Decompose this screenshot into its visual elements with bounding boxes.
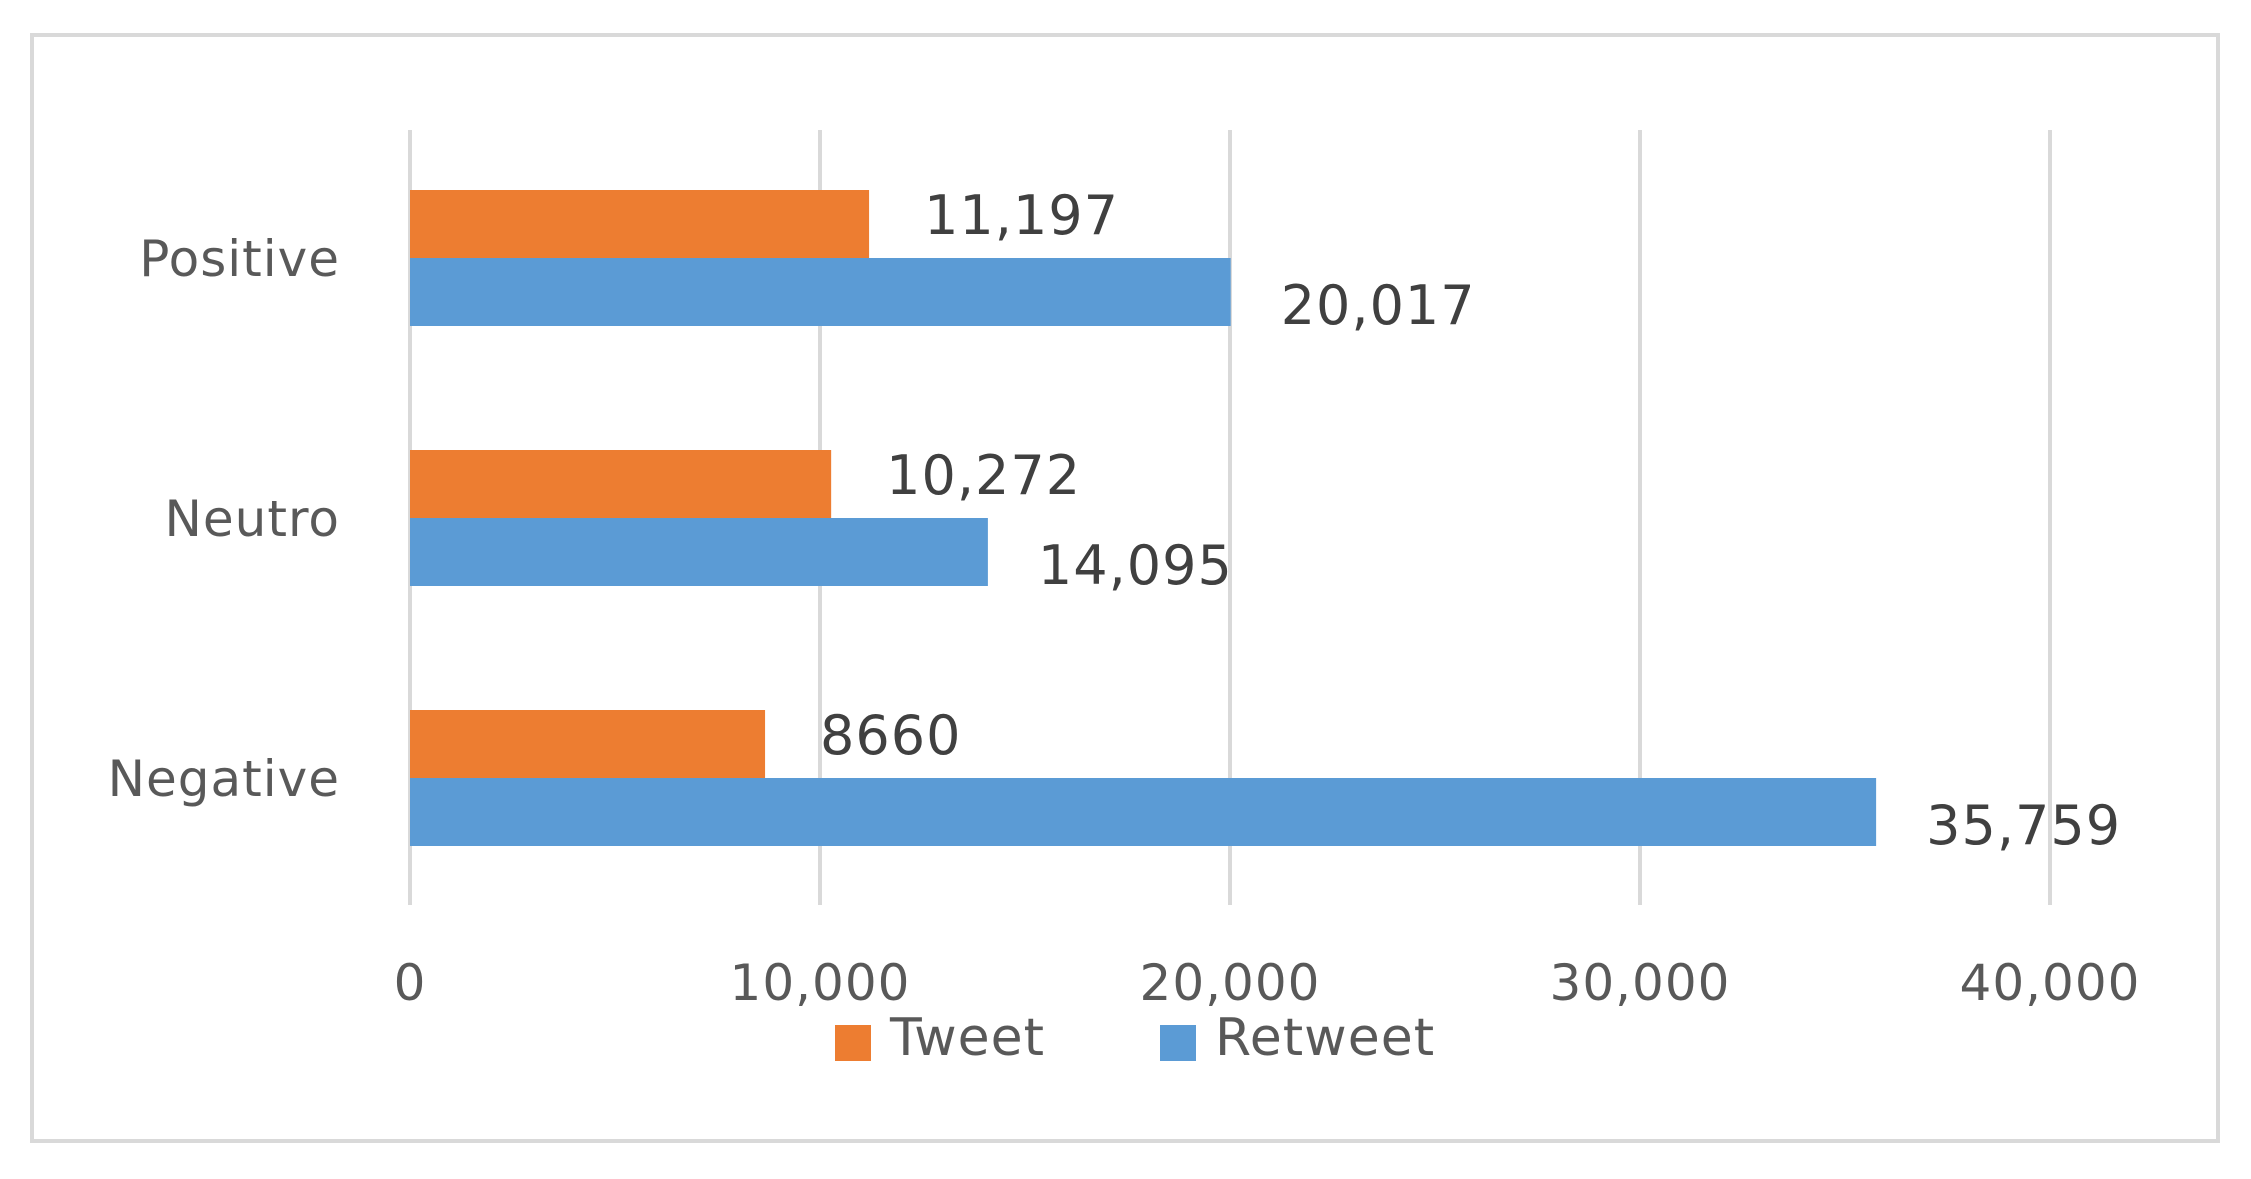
legend-label: Retweet: [1215, 1008, 1435, 1068]
labels: 0 10,000 20,000 30,000 40,000 Positive 11,197 2…: [108, 184, 2141, 1012]
category-label: Neutro: [164, 490, 340, 548]
legend-label: Tweet: [889, 1008, 1045, 1068]
data-label: 10,272: [886, 444, 1081, 507]
bars: [410, 190, 1877, 846]
x-tick-label: 20,000: [1140, 954, 1321, 1012]
bar-retweet: [410, 778, 1877, 846]
x-tick-label: 40,000: [1960, 954, 2141, 1012]
data-label: 20,017: [1281, 274, 1476, 337]
bar-retweet: [410, 518, 988, 586]
data-label: 11,197: [924, 184, 1119, 247]
bar-tweet: [410, 450, 832, 518]
legend-swatch: [835, 1025, 871, 1061]
data-label: 8660: [820, 704, 961, 767]
data-label: 14,095: [1038, 534, 1233, 597]
category-label: Negative: [108, 750, 340, 808]
data-label: 35,759: [1926, 794, 2121, 857]
legend-swatch: [1160, 1025, 1196, 1061]
bar-tweet: [410, 190, 870, 258]
x-tick-label: 0: [394, 954, 427, 1012]
legend: Tweet Retweet: [835, 1008, 1435, 1068]
chart-frame: [30, 33, 2220, 1143]
bar-retweet: [410, 258, 1231, 326]
x-tick-label: 30,000: [1550, 954, 1731, 1012]
category-label: Positive: [139, 230, 340, 288]
x-tick-label: 10,000: [730, 954, 911, 1012]
bar-tweet: [410, 710, 766, 778]
